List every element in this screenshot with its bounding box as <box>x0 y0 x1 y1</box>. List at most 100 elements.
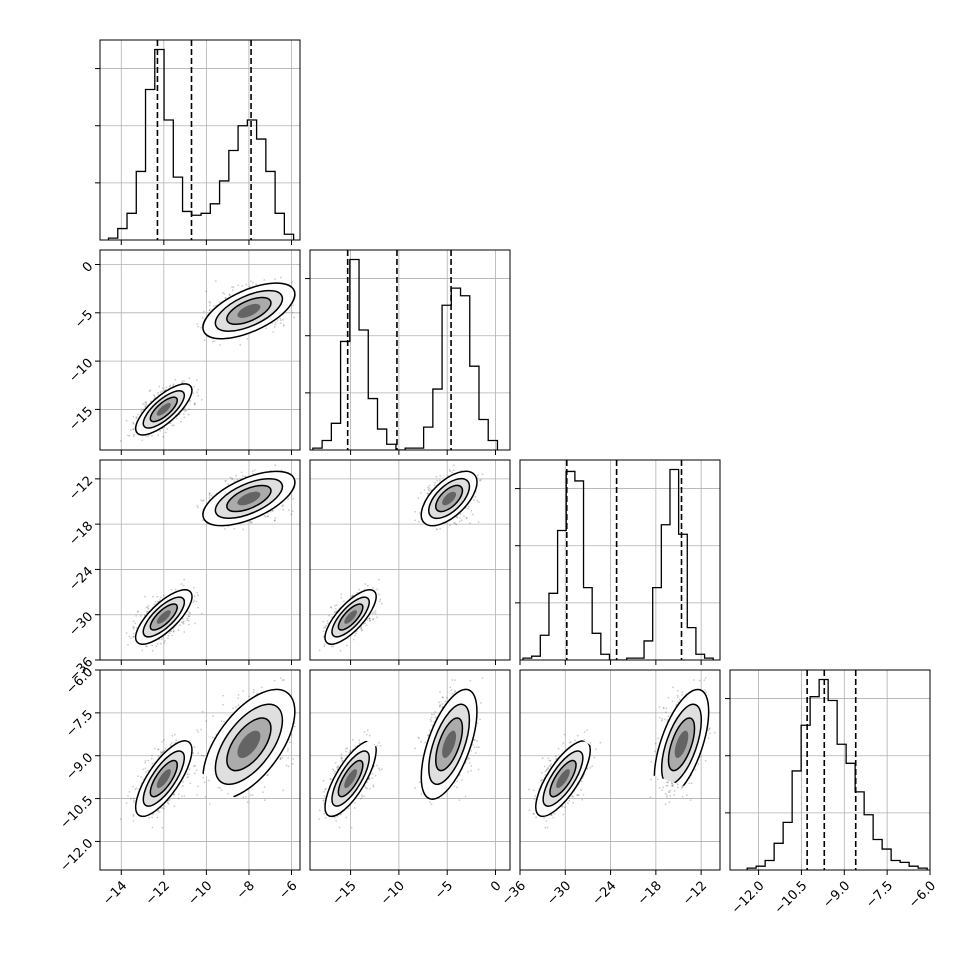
sample-point <box>132 428 135 431</box>
sample-point <box>193 385 195 388</box>
sample-point <box>159 391 162 393</box>
sample-point <box>467 505 470 508</box>
sample-point <box>373 611 375 614</box>
sample-point <box>197 325 199 328</box>
sample-point <box>158 385 161 388</box>
sample-point <box>151 644 154 647</box>
sample-point <box>173 424 175 427</box>
sample-point <box>326 622 329 625</box>
sample-point <box>274 464 277 466</box>
sample-point <box>323 643 326 646</box>
sample-point <box>200 398 203 401</box>
sample-point <box>360 626 362 629</box>
sample-point <box>202 519 204 522</box>
sample-point <box>428 484 431 487</box>
sample-point <box>276 319 279 321</box>
sample-point <box>127 434 129 437</box>
sample-point <box>264 516 267 518</box>
sample-point <box>287 509 290 511</box>
sample-point <box>255 283 258 286</box>
panel-2-2 <box>515 459 721 665</box>
ytick-label: −15 <box>66 404 96 434</box>
sample-point <box>147 435 149 438</box>
sample-point <box>169 422 172 425</box>
sample-point <box>170 588 173 591</box>
sample-point <box>360 627 362 630</box>
sample-point <box>136 413 139 416</box>
sample-point <box>328 614 330 617</box>
sample-point <box>189 400 192 402</box>
sample-point <box>265 327 268 330</box>
sample-point <box>130 637 132 640</box>
sample-point <box>159 430 162 432</box>
sample-point <box>249 520 251 523</box>
ytick-label: −12 <box>66 474 96 504</box>
sample-point <box>219 344 222 346</box>
sample-point <box>201 500 204 502</box>
sample-point <box>214 280 217 282</box>
sample-point <box>182 622 185 625</box>
sample-point <box>246 338 248 340</box>
sample-point <box>201 317 204 319</box>
sample-point <box>197 506 199 509</box>
density-contour <box>442 491 457 506</box>
sample-point <box>200 326 203 329</box>
sample-point <box>417 497 420 500</box>
sample-point <box>132 422 135 425</box>
sample-point <box>279 319 282 322</box>
sample-point <box>202 499 205 501</box>
sample-point <box>227 483 230 486</box>
sample-point <box>334 608 337 610</box>
sample-point <box>168 385 171 388</box>
sample-point <box>282 508 285 511</box>
sample-point <box>427 492 429 495</box>
sample-point <box>465 517 468 519</box>
sample-point <box>456 516 458 518</box>
sample-point <box>361 629 363 632</box>
sample-point <box>145 401 148 404</box>
ytick-label: −18 <box>66 519 96 549</box>
sample-point <box>290 513 293 516</box>
sample-point <box>369 619 371 622</box>
sample-point <box>322 630 325 633</box>
sample-point <box>250 280 252 283</box>
sample-point <box>471 513 474 516</box>
sample-point <box>141 439 144 442</box>
sample-point <box>233 527 236 530</box>
histogram-step <box>312 258 499 450</box>
sample-point <box>188 615 191 618</box>
sample-point <box>271 509 274 512</box>
sample-point <box>183 416 186 419</box>
sample-point <box>188 611 191 614</box>
sample-point <box>128 435 131 437</box>
sample-point <box>273 519 276 522</box>
panel-0-0 <box>95 39 301 245</box>
sample-point <box>233 480 236 482</box>
sample-point <box>160 642 162 645</box>
sample-point <box>282 324 285 326</box>
sample-point <box>225 297 227 300</box>
sample-point <box>193 586 195 589</box>
sample-point <box>452 469 455 472</box>
sample-point <box>452 464 455 466</box>
sample-point <box>137 610 140 613</box>
sample-point <box>185 409 188 412</box>
sample-point <box>155 645 158 648</box>
sample-point <box>162 636 165 639</box>
sample-point <box>228 293 231 296</box>
sample-point <box>208 300 211 303</box>
sample-point <box>372 618 374 621</box>
sample-point <box>433 484 436 487</box>
sample-point <box>434 481 436 484</box>
panel-frame <box>519 459 721 661</box>
sample-point <box>188 377 191 380</box>
sample-point <box>146 645 148 648</box>
sample-point <box>332 645 335 648</box>
sample-point <box>162 435 165 438</box>
sample-point <box>287 498 290 500</box>
sample-point <box>152 595 154 598</box>
sample-point <box>274 323 277 326</box>
sample-point <box>292 498 295 500</box>
sample-point <box>151 649 154 652</box>
sample-point <box>145 610 148 613</box>
